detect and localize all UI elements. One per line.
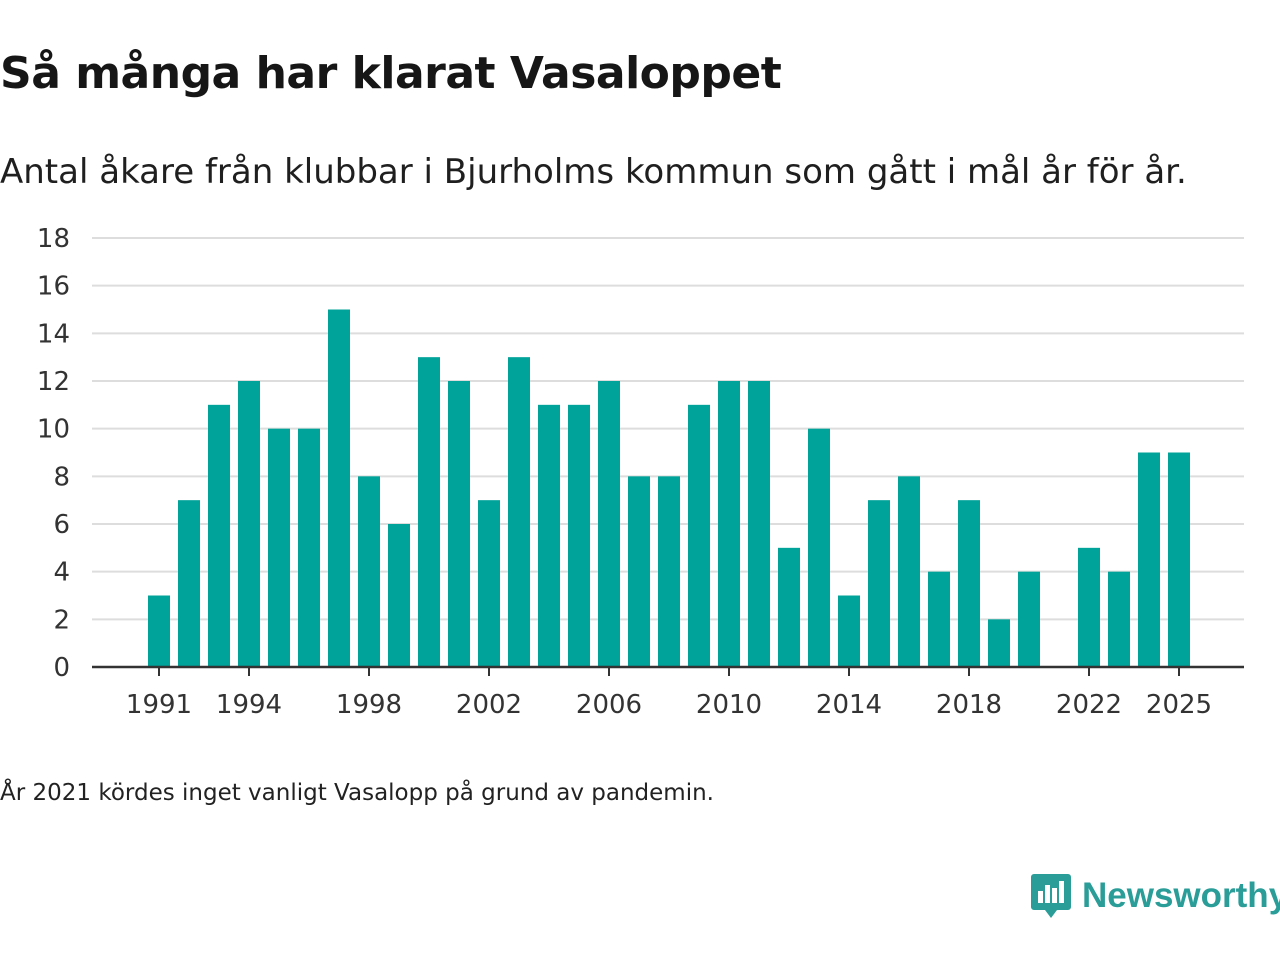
y-tick-label: 14: [37, 319, 70, 349]
bar-2005: [568, 404, 590, 667]
bar-2009: [688, 404, 710, 667]
bar-2012: [778, 547, 800, 667]
y-tick-label: 2: [53, 605, 70, 635]
bar-2002: [478, 500, 500, 667]
y-tick-label: 0: [53, 653, 70, 683]
x-tick-label: 2018: [936, 690, 1002, 720]
bar-2023: [1108, 571, 1130, 667]
bar-1992: [178, 500, 200, 667]
bar-2017: [928, 571, 950, 667]
x-tick-label: 2006: [576, 690, 642, 720]
bar-2022: [1078, 547, 1100, 667]
bar-1996: [298, 428, 320, 667]
footnote: År 2021 kördes inget vanligt Vasalopp på…: [0, 780, 714, 806]
bar-1995: [268, 428, 290, 667]
brand-name: Newsworthy: [1082, 876, 1280, 915]
x-tick-label: 2010: [696, 690, 762, 720]
bar-2016: [898, 476, 920, 667]
bar-2001: [448, 381, 470, 667]
y-tick-label: 18: [37, 224, 70, 254]
y-tick-label: 8: [53, 462, 70, 492]
bar-2018: [958, 500, 980, 667]
bar-2011: [748, 381, 770, 667]
bar-chart: 0 2 4 6 8 10 12 14 16 18 1991 1994 1998 2002 2006 2010…: [37, 224, 1244, 720]
x-tick-label: 2022: [1056, 690, 1122, 720]
y-tick-label: 16: [37, 272, 70, 302]
bar-2006: [598, 381, 620, 667]
x-axis-ticks: 1991 1994 1998 2002 2006 2010 2014 2018 2022 2025: [126, 667, 1212, 720]
y-tick-label: 12: [37, 367, 70, 397]
bar-1999: [388, 524, 410, 667]
y-axis-labels: 0 2 4 6 8 10 12 14 16 18: [37, 224, 70, 683]
newsworthy-logo: Newsworthy: [1030, 870, 1280, 922]
bar-2010: [718, 381, 740, 667]
y-tick-label: 4: [53, 558, 70, 588]
bar-1993: [208, 404, 230, 667]
bar-1991: [148, 595, 170, 667]
bar-2004: [538, 404, 560, 667]
x-tick-label: 2002: [456, 690, 522, 720]
chart-subtitle: Antal åkare från klubbar i Bjurholms kom…: [0, 152, 1187, 192]
bar-2015: [868, 500, 890, 667]
bar-1994: [238, 381, 260, 667]
bar-2025: [1168, 452, 1190, 667]
bar-2008: [658, 476, 680, 667]
bar-2003: [508, 357, 530, 667]
bar-2014: [838, 595, 860, 667]
bar-2020: [1018, 571, 1040, 667]
x-tick-label: 1991: [126, 690, 192, 720]
bar-2024: [1138, 452, 1160, 667]
bar-1997: [328, 309, 350, 667]
y-tick-label: 6: [53, 510, 70, 540]
bar-2007: [628, 476, 650, 667]
x-tick-label: 1998: [336, 690, 402, 720]
y-tick-label: 10: [37, 415, 70, 445]
x-tick-label: 1994: [216, 690, 282, 720]
bar-1998: [358, 476, 380, 667]
chart-title: Så många har klarat Vasaloppet: [0, 48, 782, 99]
bar-2013: [808, 428, 830, 667]
bars: [148, 309, 1190, 667]
x-tick-label: 2025: [1146, 690, 1212, 720]
bar-2019: [988, 619, 1010, 667]
x-tick-label: 2014: [816, 690, 882, 720]
bar-2000: [418, 357, 440, 667]
newsworthy-logo-icon: [1031, 874, 1071, 918]
